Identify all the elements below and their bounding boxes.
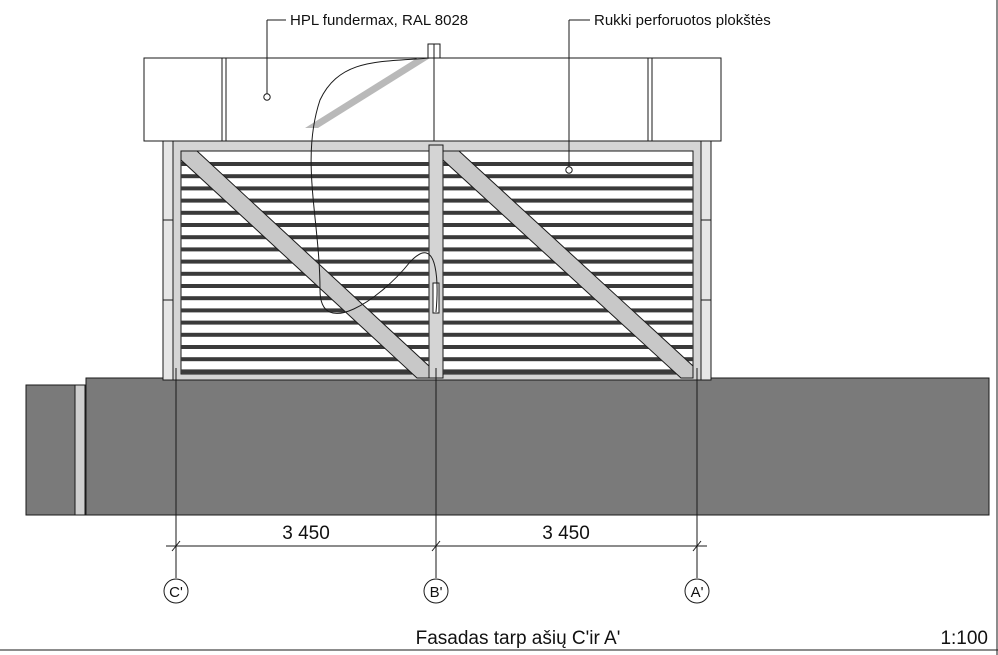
cable-line	[310, 57, 438, 314]
slat	[181, 296, 429, 301]
slat	[181, 357, 429, 362]
dimension-left-text: 3 450	[282, 523, 330, 544]
callout-rukki-text: Rukki perforuotos plokštės	[594, 12, 771, 29]
slat	[181, 198, 429, 203]
axis-label-a: A'	[691, 584, 704, 601]
diagonal-braces	[180, 150, 694, 379]
slat	[443, 369, 693, 374]
slat	[181, 174, 429, 179]
slat	[181, 332, 429, 337]
drawing-title: Fasadas tarp ašių C'ir A'	[416, 628, 621, 649]
slat	[181, 210, 429, 215]
slat	[443, 296, 693, 301]
gate-handle	[432, 282, 440, 314]
slat	[443, 235, 693, 240]
axis-bubble-b: B'	[423, 578, 449, 604]
slat	[181, 186, 429, 191]
dimension-line	[166, 540, 707, 552]
ground-wall	[25, 377, 990, 516]
drawing-scale: 1:100	[940, 628, 988, 649]
slat	[443, 308, 693, 313]
slat	[181, 223, 429, 227]
slat	[181, 162, 429, 166]
slat	[443, 162, 693, 166]
slat	[443, 198, 693, 203]
slat	[181, 308, 429, 313]
slat	[443, 210, 693, 215]
callout-hpl: HPL fundermax, RAL 8028	[263, 12, 468, 101]
axis-bubble-c: C'	[163, 578, 189, 604]
slat	[181, 284, 429, 288]
axis-lines	[175, 368, 698, 578]
axis-label-b: B'	[430, 584, 443, 601]
slat	[443, 223, 693, 227]
slat	[443, 345, 693, 349]
slat	[181, 369, 429, 374]
slat	[443, 332, 693, 337]
axis-label-c: C'	[169, 584, 183, 601]
slat	[181, 247, 429, 252]
slat	[181, 235, 429, 240]
callout-hpl-text: HPL fundermax, RAL 8028	[290, 12, 468, 29]
slat	[443, 174, 693, 179]
slat	[181, 345, 429, 349]
slat	[181, 320, 429, 325]
slat	[443, 320, 693, 325]
slat	[443, 357, 693, 362]
slat	[443, 186, 693, 191]
slat	[443, 284, 693, 288]
callout-rukki: Rukki perforuotos plokštės	[565, 12, 771, 174]
hpl-canopy	[143, 43, 722, 142]
title-block: Fasadas tarp ašių C'ir A' 1:100	[0, 628, 998, 651]
slat	[443, 247, 693, 252]
dimension-right-text: 3 450	[542, 523, 590, 544]
axis-bubble-a: A'	[684, 578, 710, 604]
